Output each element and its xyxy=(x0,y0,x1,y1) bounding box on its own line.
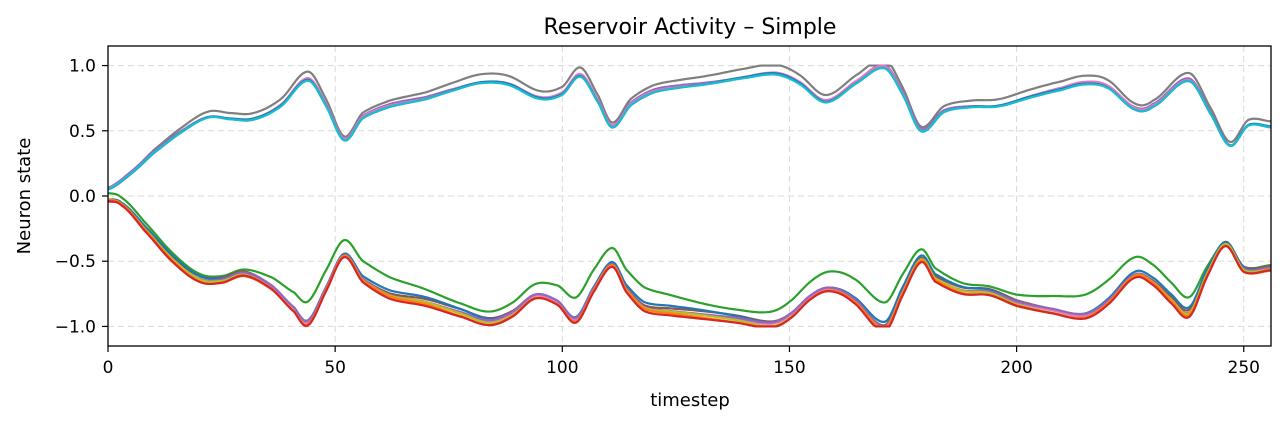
x-axis: 0 50 100 150 200 250 xyxy=(103,346,1260,378)
x-tick-label: 0 xyxy=(103,358,114,378)
series-group xyxy=(108,64,1271,328)
series-line-upper-0 xyxy=(108,64,1271,191)
x-axis-label: timestep xyxy=(650,390,730,411)
x-tick-label: 50 xyxy=(324,358,346,378)
x-tick-label: 150 xyxy=(773,358,805,378)
y-axis: −1.0 −0.5 0.0 0.5 1.0 xyxy=(55,57,108,337)
x-tick-label: 100 xyxy=(546,358,578,378)
y-tick-label: −0.5 xyxy=(55,252,96,272)
x-tick-label: 250 xyxy=(1228,358,1260,378)
y-axis-label: Neuron state xyxy=(14,138,35,255)
series-line-lower-12 xyxy=(108,200,1271,328)
series-line-upper-4 xyxy=(108,66,1271,191)
y-tick-label: −1.0 xyxy=(55,317,96,337)
y-tick-label: 0.0 xyxy=(69,187,96,207)
series-line-lower-5 xyxy=(108,191,1271,314)
y-tick-label: 0.5 xyxy=(69,122,96,142)
x-tick-label: 200 xyxy=(1000,358,1032,378)
chart-title: Reservoir Activity – Simple xyxy=(544,15,837,40)
y-tick-label: 1.0 xyxy=(69,57,96,77)
grid xyxy=(107,46,1271,346)
